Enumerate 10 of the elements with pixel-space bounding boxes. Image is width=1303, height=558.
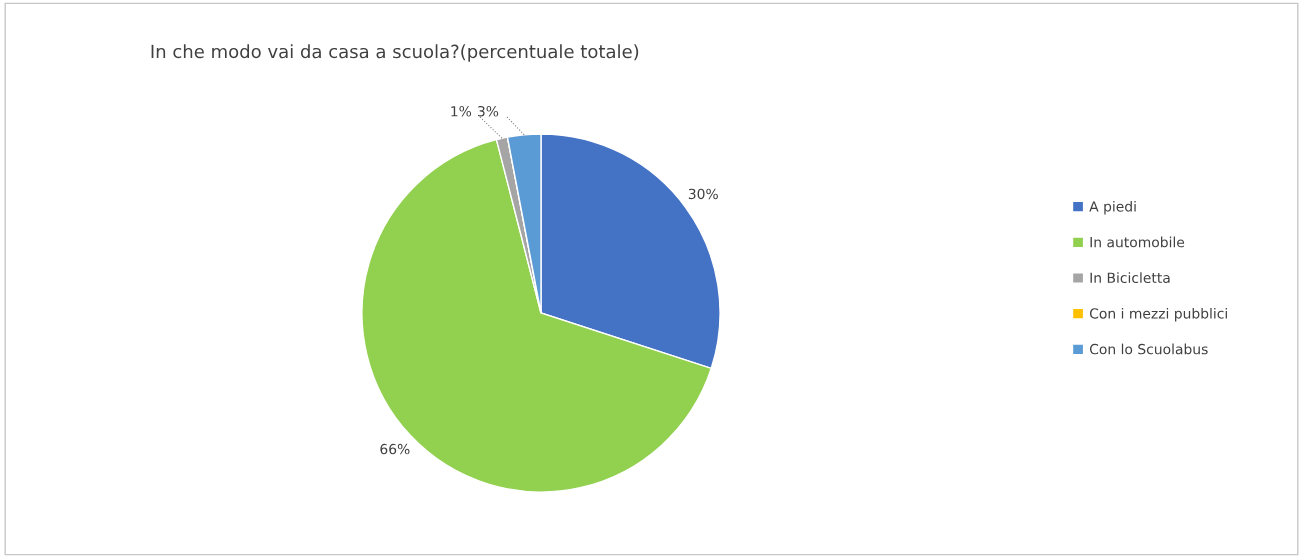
chart-title: In che modo vai da casa a scuola?(percentuale totale) bbox=[151, 44, 639, 62]
data-label: 1% bbox=[451, 105, 472, 117]
legend-label: In Bicicletta bbox=[1090, 272, 1170, 284]
legend-label: Con i mezzi pubblici bbox=[1089, 307, 1227, 322]
legend-label: Con lo Scuolabus bbox=[1089, 343, 1208, 355]
legend-label: In automobile bbox=[1090, 236, 1185, 248]
data-label: 30% bbox=[688, 188, 718, 200]
data-label: 3% bbox=[477, 105, 499, 117]
data-label: 66% bbox=[380, 443, 410, 455]
legend-label: A piedi bbox=[1089, 200, 1136, 215]
